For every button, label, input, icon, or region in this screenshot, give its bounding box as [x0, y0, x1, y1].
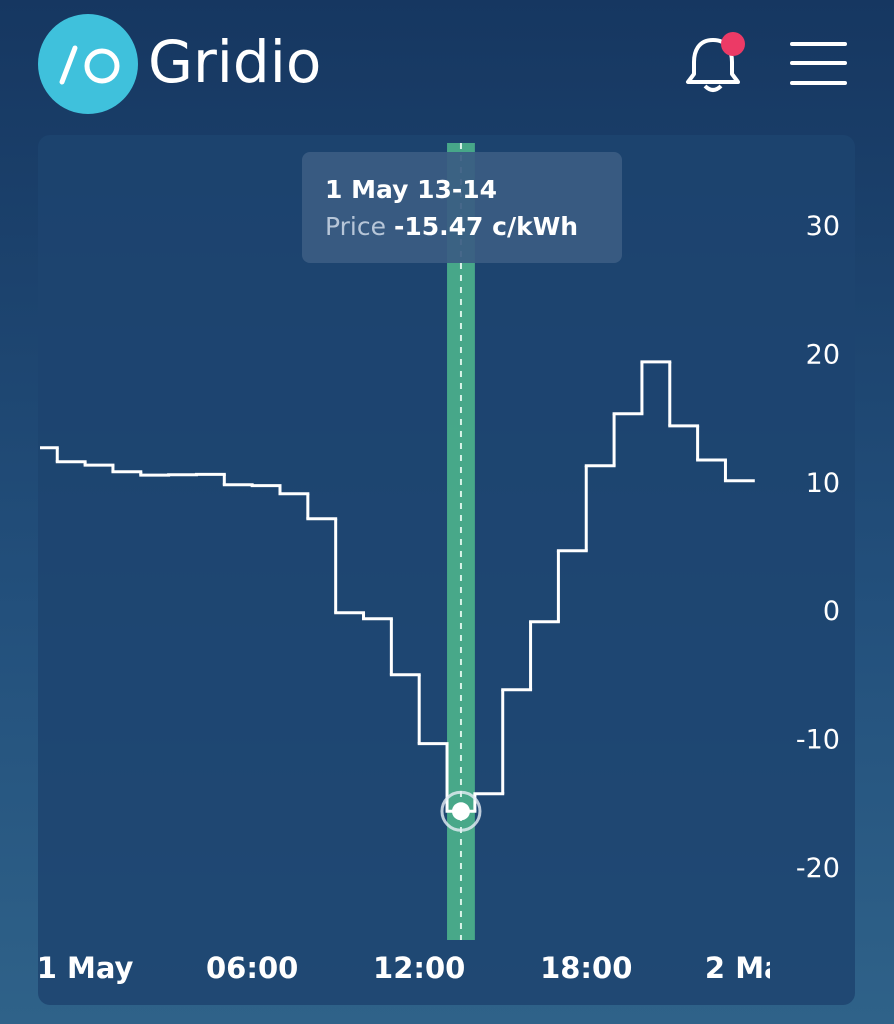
tooltip-title: 1 May 13-14: [325, 175, 497, 204]
plot: [40, 360, 755, 813]
tooltip-line: Price -15.47 c/kWh: [325, 212, 578, 241]
x-tick-label: 06:00: [206, 951, 298, 985]
y-tick-label: -10: [796, 725, 840, 756]
y-tick-label: -20: [796, 853, 840, 884]
tooltip: 1 May 13-14 Price -15.47 c/kWh: [302, 152, 622, 263]
x-axis: 1 May 06:00 12:00 18:00 2 May: [37, 951, 802, 985]
marker-ring: [440, 790, 482, 832]
notifications-button[interactable]: [686, 32, 745, 92]
menu-button[interactable]: [790, 42, 847, 85]
y-tick-label: 0: [823, 596, 840, 627]
logo[interactable]: Gridio: [38, 14, 321, 114]
y-tick-label: 20: [806, 340, 840, 371]
notification-dot: [721, 32, 745, 56]
chart-card: [38, 135, 855, 1005]
y-tick-label: 30: [806, 211, 840, 242]
x-tick-label: 2 May: [705, 951, 802, 985]
marker-dot: [451, 802, 470, 821]
y-tick-label: 10: [806, 468, 840, 499]
logo-o: [84, 48, 120, 84]
x-tick-label: 18:00: [540, 951, 632, 985]
logo-slash: [59, 45, 78, 85]
tooltip-box: [302, 152, 622, 263]
tooltip-label: Price: [325, 212, 386, 241]
y-axis: -20 -10 0 10 20 30: [796, 211, 840, 884]
x-tick-label: 1 May: [37, 951, 134, 985]
tooltip-value: -15.47 c/kWh: [394, 212, 578, 241]
bell-clapper: [703, 84, 723, 92]
x-tick-label: 12:00: [373, 951, 465, 985]
app-name: Gridio: [148, 28, 321, 96]
marker: [440, 790, 482, 832]
